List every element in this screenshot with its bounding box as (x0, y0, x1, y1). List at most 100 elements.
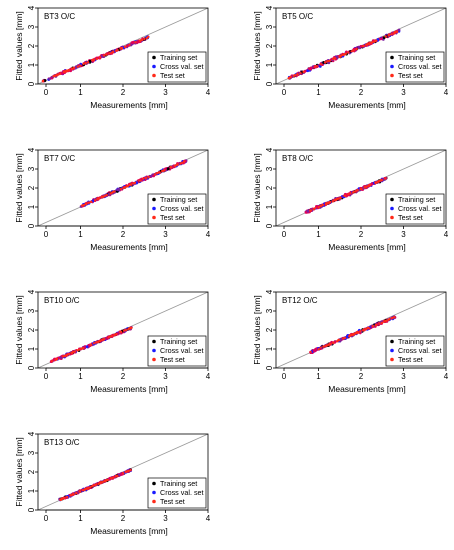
data-point-test (124, 470, 128, 474)
x-axis-label: Measurements [mm] (90, 526, 167, 536)
x-tick-label: 2 (121, 230, 126, 239)
data-point-test (106, 478, 109, 482)
data-point (309, 66, 313, 70)
data-point-test (105, 193, 108, 197)
x-tick-label: 1 (316, 230, 321, 239)
y-tick-label: 0 (265, 365, 274, 370)
y-tick-label: 4 (265, 147, 274, 152)
data-point-test (359, 330, 362, 333)
data-point-test (367, 326, 370, 330)
data-point-test (359, 187, 363, 191)
legend-marker (152, 481, 156, 486)
data-point-test (162, 169, 165, 173)
data-point (307, 67, 311, 71)
x-tick-label: 1 (78, 88, 83, 97)
data-point-test (123, 45, 127, 49)
scatter-points (309, 315, 397, 355)
data-point-test (309, 350, 312, 354)
data-point-test (393, 32, 396, 35)
data-point (306, 209, 310, 213)
y-axis-label: Fitted values [mm] (252, 295, 262, 364)
chart-title: BT8 O/C (282, 154, 313, 163)
data-point-test (337, 339, 340, 342)
data-point-test (76, 65, 80, 68)
data-point-test (312, 208, 315, 211)
data-point-test (84, 202, 88, 206)
data-point-test (140, 38, 144, 41)
legend-box (385, 193, 445, 225)
data-point-test (175, 163, 178, 167)
data-point-test (347, 51, 350, 54)
data-point-test (387, 318, 390, 321)
y-axis-label: Fitted values [mm] (252, 153, 262, 222)
data-point-test (134, 41, 137, 44)
data-point-test (337, 197, 340, 200)
data-point-test (338, 55, 341, 59)
legend-label: Test set (398, 355, 423, 364)
data-point-test (93, 58, 96, 61)
y-tick-label: 3 (265, 166, 274, 171)
data-point-test (70, 68, 74, 71)
data-point-test (180, 161, 183, 165)
data-point-test (63, 354, 67, 358)
data-point-test (115, 332, 118, 336)
data-point-test (100, 195, 104, 199)
y-tick-label: 2 (265, 327, 274, 332)
data-point-test (96, 197, 100, 200)
data-point-test (69, 494, 73, 497)
scatter-points (79, 159, 188, 208)
legend-marker (390, 206, 394, 211)
chart-title: BT5 O/C (282, 12, 313, 21)
data-point-test (288, 76, 292, 79)
data-point-test (293, 73, 297, 77)
data-point-test (92, 342, 96, 345)
data-point-test (115, 49, 118, 52)
data-point (88, 59, 92, 63)
data-point-test (80, 347, 83, 351)
x-tick-label: 4 (206, 372, 211, 381)
data-point-test (66, 69, 69, 72)
x-tick-label: 0 (44, 230, 49, 239)
data-point-test (368, 42, 371, 45)
data-point-test (334, 198, 337, 202)
x-tick-label: 0 (282, 88, 287, 97)
scatter-points (304, 176, 388, 214)
data-point-test (73, 350, 77, 353)
y-tick-label: 4 (27, 289, 36, 294)
data-point-test (349, 192, 352, 195)
legend-marker (152, 490, 156, 495)
y-tick-label: 4 (27, 5, 36, 10)
legend-label: Training set (160, 337, 197, 346)
data-point-test (50, 360, 54, 363)
data-point (397, 28, 401, 32)
y-tick-label: 2 (27, 327, 36, 332)
y-tick-label: 3 (27, 166, 36, 171)
data-point-test (72, 66, 76, 70)
data-point-test (295, 73, 299, 76)
data-point-test (380, 321, 384, 325)
y-axis-label: Fitted values [mm] (14, 153, 24, 222)
data-point-test (129, 468, 132, 472)
data-point-test (143, 37, 146, 41)
data-point-test (59, 498, 62, 502)
y-tick-label: 1 (27, 346, 36, 351)
y-tick-label: 0 (27, 81, 36, 86)
data-point-test (355, 332, 358, 335)
x-tick-label: 3 (163, 372, 168, 381)
x-tick-label: 3 (401, 372, 406, 381)
data-point-test (314, 206, 317, 210)
data-point-test (141, 177, 145, 180)
data-point (306, 69, 310, 73)
legend-marker (152, 215, 156, 220)
legend-label: Cross val. set (160, 488, 204, 497)
data-point-test (105, 53, 108, 56)
x-tick-label: 1 (316, 372, 321, 381)
data-point-test (78, 64, 82, 67)
y-tick-label: 4 (265, 289, 274, 294)
data-point-test (319, 204, 323, 208)
x-tick-label: 1 (316, 88, 321, 97)
x-axis-label: Measurements [mm] (90, 100, 167, 110)
